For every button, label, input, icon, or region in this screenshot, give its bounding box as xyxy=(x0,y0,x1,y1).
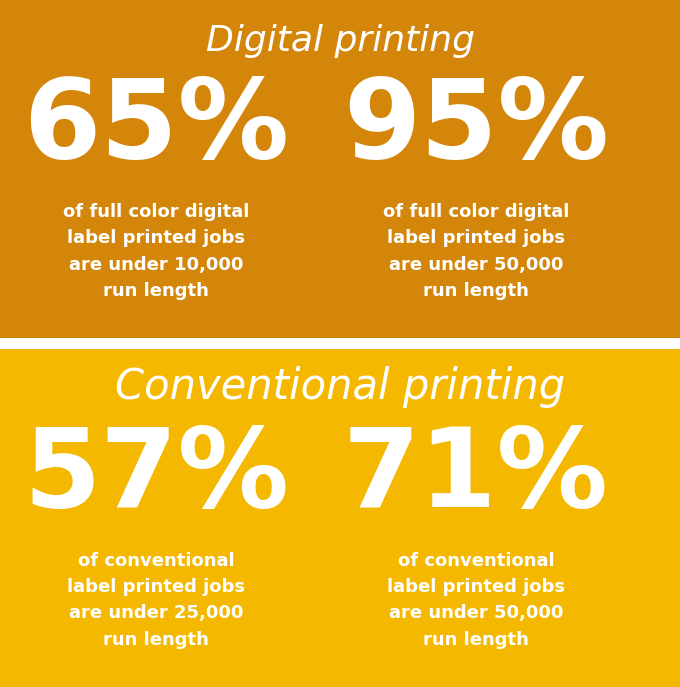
Text: 95%: 95% xyxy=(343,74,609,181)
Text: of conventional
label printed jobs
are under 25,000
run length: of conventional label printed jobs are u… xyxy=(67,552,245,649)
Text: 57%: 57% xyxy=(24,423,289,530)
Bar xyxy=(0,0,680,339)
Text: of full color digital
label printed jobs
are under 50,000
run length: of full color digital label printed jobs… xyxy=(383,203,569,300)
Text: of full color digital
label printed jobs
are under 10,000
run length: of full color digital label printed jobs… xyxy=(63,203,250,300)
Text: Conventional printing: Conventional printing xyxy=(115,365,565,407)
Text: 71%: 71% xyxy=(343,423,609,530)
Text: Digital printing: Digital printing xyxy=(205,23,475,58)
Text: 65%: 65% xyxy=(23,74,290,181)
Bar xyxy=(0,349,680,687)
Text: of conventional
label printed jobs
are under 50,000
run length: of conventional label printed jobs are u… xyxy=(387,552,565,649)
